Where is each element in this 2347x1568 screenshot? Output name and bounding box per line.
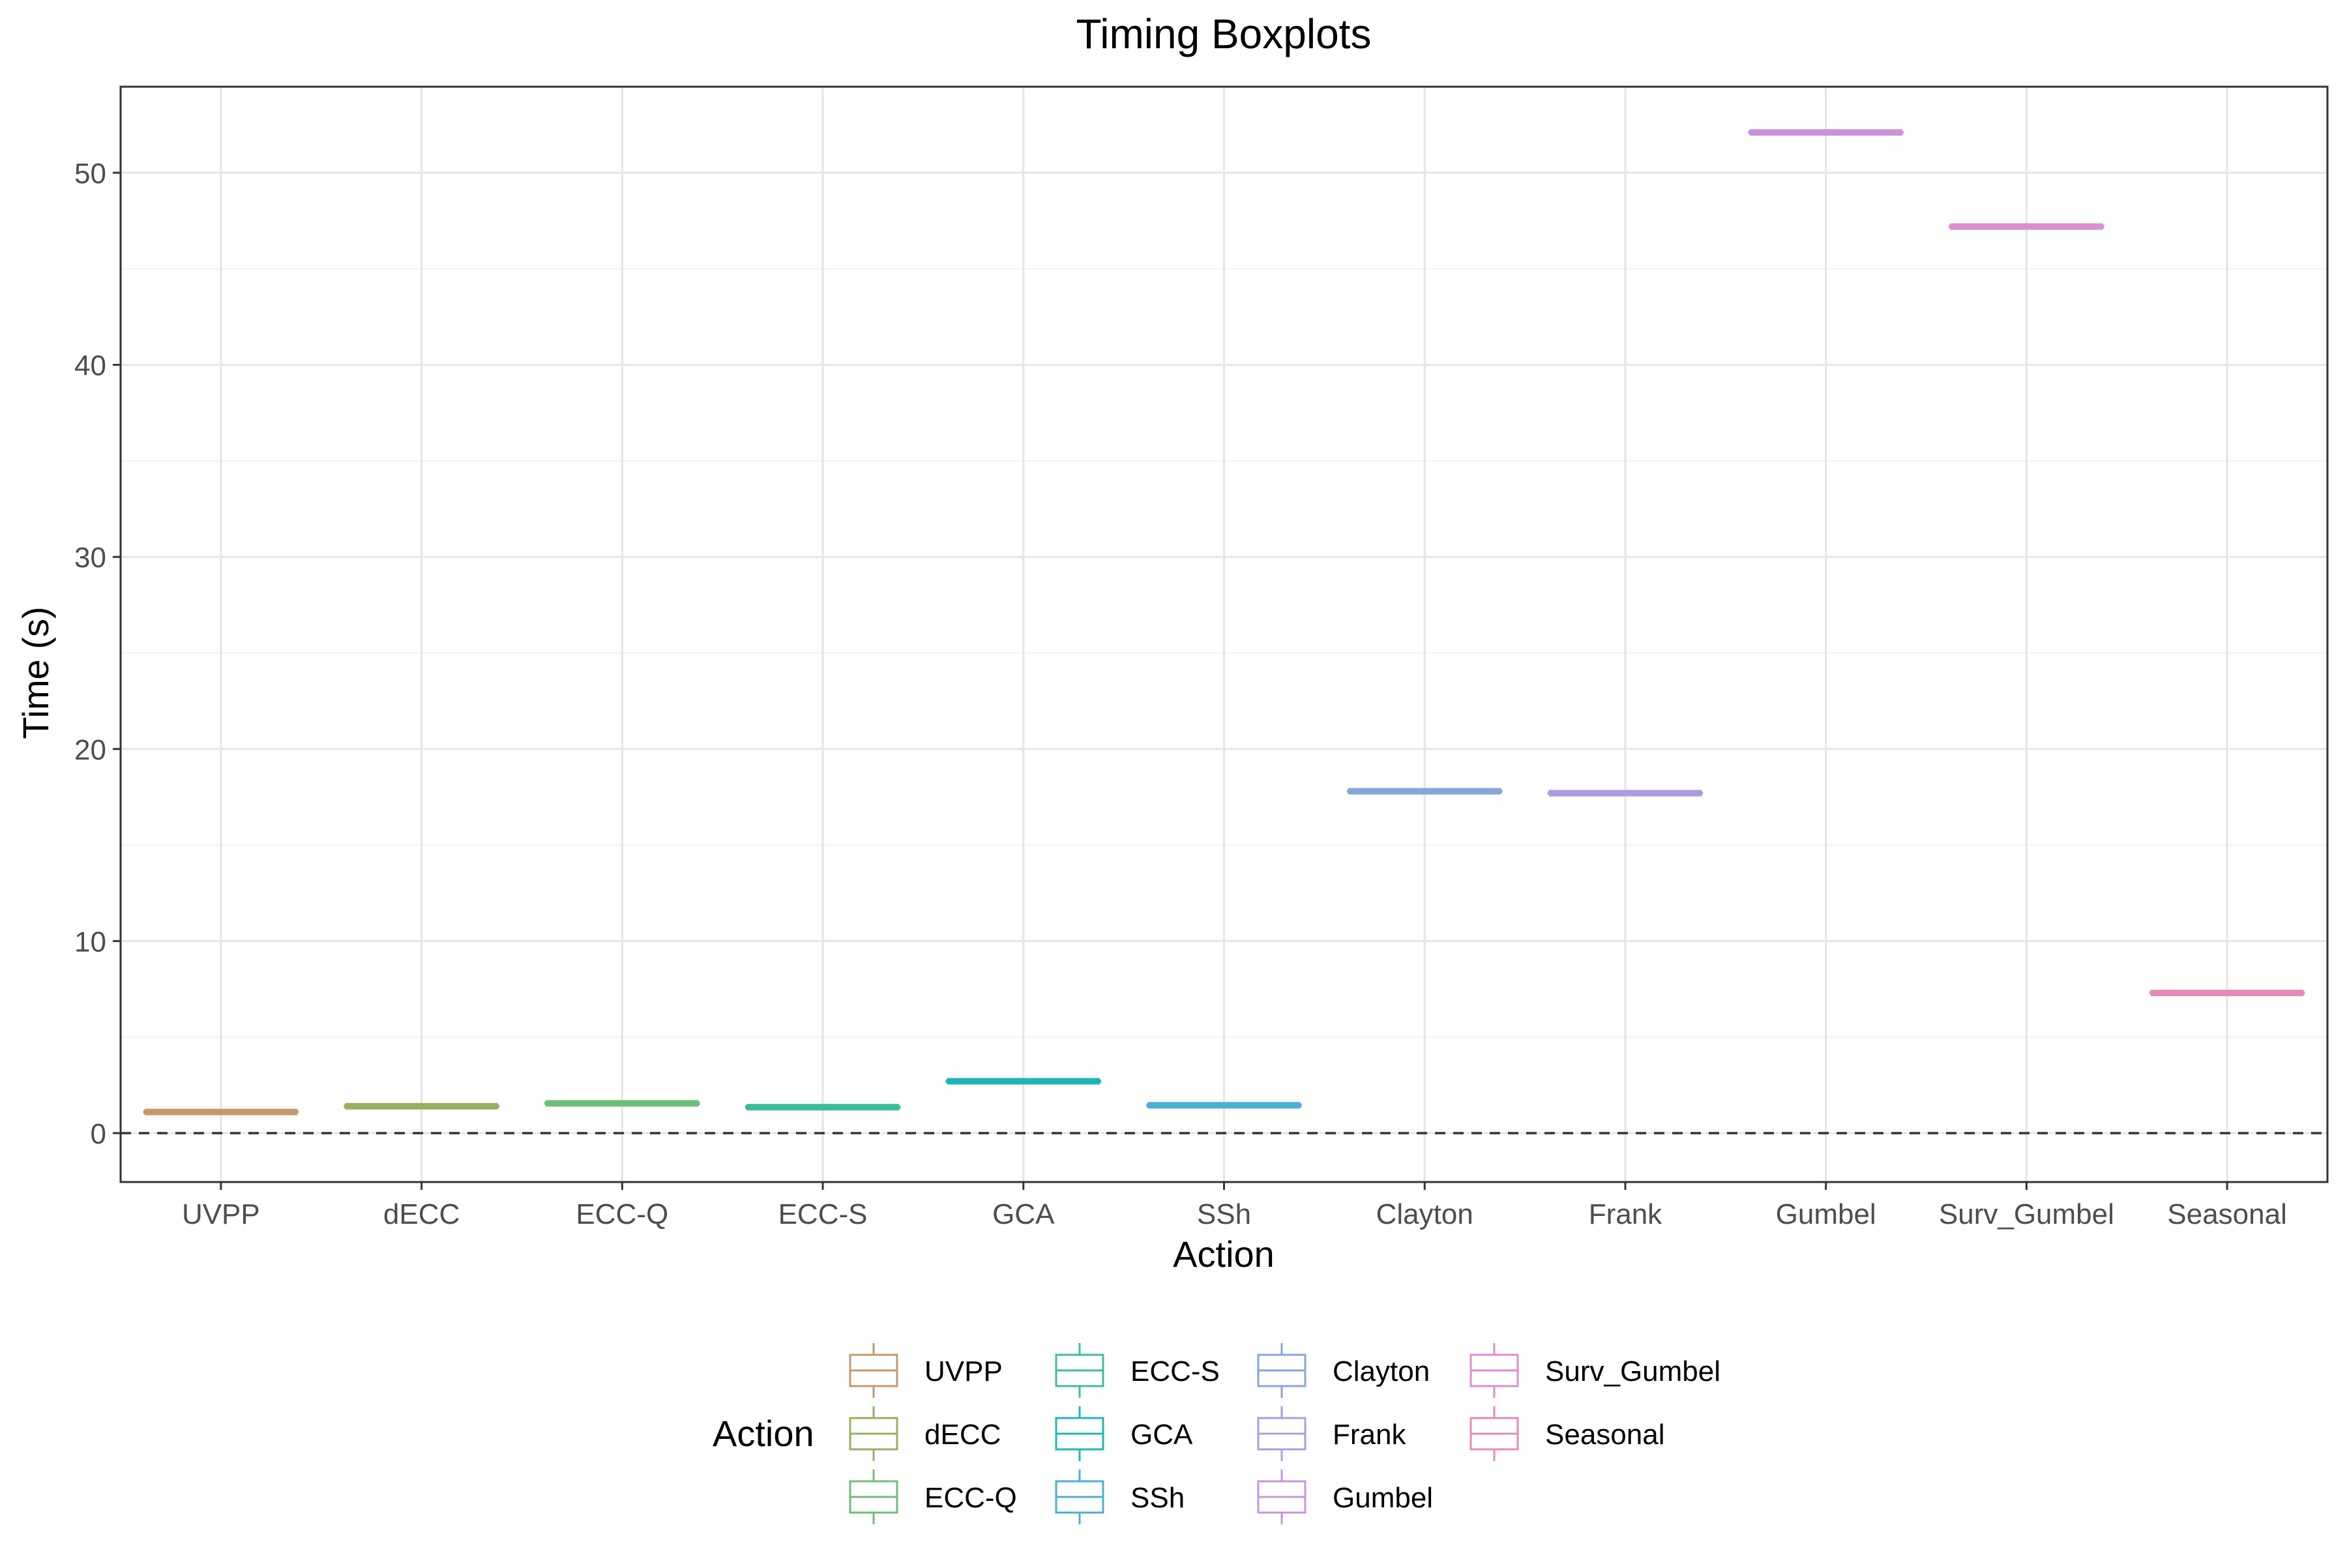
y-tick-label: 30 — [74, 542, 106, 574]
legend-label: Clayton — [1333, 1355, 1430, 1387]
box-ecc-q — [544, 1100, 700, 1107]
legend-key-seasonal: Seasonal — [1469, 1406, 1664, 1461]
box-ecc-s — [745, 1104, 901, 1111]
legend-label: Frank — [1333, 1419, 1406, 1451]
box-surv-gumbel — [1949, 223, 2104, 230]
box-ssh — [1146, 1102, 1302, 1109]
y-tick-label: 10 — [74, 926, 106, 958]
y-tick-label: 50 — [74, 158, 106, 190]
axis-layer: 0 10 20 30 40 50 UVPP dECC ECC-Q ECC-S GCA SSh Clayt… — [74, 85, 2329, 1230]
x-tick-label: ECC-S — [778, 1198, 868, 1230]
legend-key-ecc-s: ECC-S — [1055, 1343, 1220, 1398]
box-clayton — [1346, 788, 1503, 795]
legend-label: Surv_Gumbel — [1545, 1355, 1720, 1387]
x-tick-label: Surv_Gumbel — [1939, 1198, 2114, 1230]
chart-title: Timing Boxplots — [1076, 10, 1372, 57]
y-tick-label: 20 — [74, 734, 106, 766]
y-tick-label: 0 — [91, 1118, 106, 1150]
legend-key-frank: Frank — [1257, 1406, 1406, 1461]
x-tick-label: Clayton — [1376, 1198, 1473, 1230]
legend-key-ssh: SSh — [1055, 1470, 1185, 1524]
x-axis-title: Action — [1173, 1234, 1275, 1275]
legend-label: dECC — [924, 1419, 1001, 1451]
legend-key-uvpp: UVPP — [849, 1343, 1003, 1398]
box-uvpp — [143, 1108, 299, 1116]
box-frank — [1547, 790, 1704, 797]
x-tick-label: dECC — [383, 1198, 460, 1230]
legend-key-decc: dECC — [849, 1406, 1001, 1461]
marks-layer — [121, 129, 2327, 1134]
y-tick-label: 40 — [74, 350, 106, 382]
x-tick-label: UVPP — [182, 1198, 260, 1230]
legend-key-ecc-q: ECC-Q — [849, 1470, 1017, 1524]
legend-key-gumbel: Gumbel — [1257, 1470, 1433, 1524]
legend-title: Action — [713, 1413, 814, 1454]
legend-label: Gumbel — [1333, 1482, 1433, 1514]
x-tick-label: Frank — [1589, 1198, 1662, 1230]
legend-key-gca: GCA — [1055, 1406, 1193, 1461]
legend-label: SSh — [1130, 1482, 1185, 1514]
x-tick-label: Seasonal — [2167, 1198, 2286, 1230]
box-decc — [344, 1102, 499, 1110]
legend-label: ECC-Q — [924, 1482, 1017, 1514]
y-axis-title: Time (s) — [15, 606, 56, 739]
x-tick-label: Gumbel — [1776, 1198, 1876, 1230]
legend-key-surv-gumbel: Surv_Gumbel — [1469, 1343, 1720, 1398]
box-seasonal — [2149, 989, 2305, 996]
box-gca — [945, 1078, 1102, 1085]
legend-label: ECC-S — [1130, 1355, 1220, 1387]
legend-label: GCA — [1130, 1419, 1193, 1451]
legend-label: UVPP — [924, 1355, 1003, 1387]
x-tick-label: SSh — [1197, 1198, 1251, 1230]
x-tick-label: GCA — [992, 1198, 1055, 1230]
x-tick-label: ECC-Q — [576, 1198, 668, 1230]
legend-key-clayton: Clayton — [1257, 1343, 1430, 1398]
legend-label: Seasonal — [1545, 1419, 1664, 1451]
box-gumbel — [1748, 129, 1904, 136]
legend: Action UVPP dECC ECC-Q ECC-S GCA SSh Clayton Fra… — [713, 1343, 1720, 1524]
